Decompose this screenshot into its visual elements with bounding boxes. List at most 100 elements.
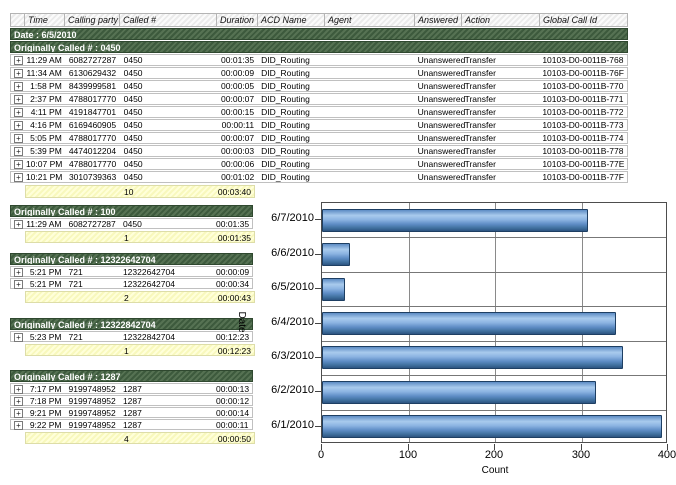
expand-icon[interactable]: + [13,219,23,229]
expand-icon[interactable]: + [13,107,23,117]
table-cell: Unanswered [417,146,466,156]
bar [322,243,350,266]
table-cell: DID_Routing [261,120,310,130]
expand-cell: + [11,408,26,418]
table-cell: Unanswered [417,94,466,104]
table-cell: DID_Routing [261,146,310,156]
expand-icon[interactable]: + [13,120,23,130]
header-expand-spacer [10,13,25,27]
expand-icon[interactable]: + [13,396,23,406]
table-cell: 00:01:02 [221,172,255,182]
table-cell: 9:22 PM [29,420,62,430]
expand-cell: + [11,94,26,104]
table-row: +7:17 PM 9199748952 1287 00:00:13 [10,383,253,394]
column-header-time: Time [25,13,65,27]
table-cell: Transfer [464,146,496,156]
table-cell: 10:21 PM [25,172,63,182]
table-cell [325,107,415,117]
expand-icon[interactable]: + [13,133,23,143]
column-header-acd-name: ACD Name [258,13,325,27]
table-cell: 10103-D0-0011B-77E [542,159,625,169]
table-cell: 5:21 PM [29,279,62,289]
bar [322,346,623,369]
table-cell: Transfer [464,172,496,182]
expand-icon[interactable]: + [13,172,23,182]
table-cell: 8439999581 [68,81,117,91]
vertical-gridline [409,203,410,442]
summary-duration: 00:03:40 [217,187,251,197]
table-cell: 10103-D0-0011B-768 [542,55,624,65]
expand-cell: + [11,384,26,394]
vertical-gridline [495,203,496,442]
table-cell: DID_Routing [261,159,310,169]
table-cell: 1:58 PM [30,81,62,91]
expand-icon[interactable]: + [13,384,23,394]
category-label: 6/4/2010 [271,316,314,328]
horizontal-gridline [322,237,666,238]
expand-icon[interactable]: + [13,332,23,342]
table-cell: Unanswered [417,172,466,182]
expand-icon[interactable]: + [13,94,23,104]
expand-icon[interactable]: + [13,55,23,65]
table-cell: 9199748952 [68,384,116,394]
y-tick-mark [315,391,321,392]
expand-cell: + [11,332,26,342]
table-cell: 9199748952 [68,396,116,406]
table-cell: 00:00:07 [221,94,255,104]
table-cell [325,172,415,182]
column-header-answered: Answered [415,13,462,27]
table-cell: Unanswered [417,68,466,78]
table-cell: DID_Routing [261,172,310,182]
expand-icon[interactable]: + [13,81,23,91]
table-row: +7:18 PM 9199748952 1287 00:00:12 [10,395,253,406]
call-table-group: Originally Called # : 1287 +7:17 PM 919974… [10,370,255,444]
expand-icon[interactable]: + [13,267,23,277]
table-cell: 00:00:09 [221,68,255,78]
table-cell: 3010739363 [68,172,117,182]
group-header: Originally Called # : 0450 [10,41,628,53]
bar [322,312,616,335]
expand-cell: + [11,420,26,430]
table-cell: 9199748952 [68,408,116,418]
table-cell: Transfer [464,107,496,117]
expand-icon[interactable]: + [13,159,23,169]
x-tick-mark [667,444,668,450]
horizontal-gridline [322,306,666,307]
table-cell: DID_Routing [261,133,310,143]
horizontal-gridline [322,272,666,273]
table-row: +5:23 PM 721 12322842704 00:12:23 [10,331,253,342]
table-cell: 00:00:14 [216,408,250,418]
horizontal-gridline [322,375,666,376]
expand-icon[interactable]: + [13,279,23,289]
x-tick-label: 200 [484,449,504,461]
table-cell: 5:39 PM [30,146,62,156]
expand-cell: + [11,55,26,65]
expand-icon[interactable]: + [13,68,23,78]
group-summary-row: 1 00:01:35 [25,231,255,243]
category-label: 6/1/2010 [271,419,314,431]
table-cell: Transfer [464,159,496,169]
chart-plot-area [321,202,667,443]
expand-icon[interactable]: + [13,146,23,156]
group-0450: Originally Called # : 0450 +11:29 AM 60827… [10,41,628,198]
expand-icon[interactable]: + [13,420,23,430]
table-cell: 0450 [123,172,143,182]
table-cell: 2:37 PM [30,94,62,104]
column-header-global-call-id: Global Call Id [540,13,628,27]
table-cell: 00:00:12 [216,396,250,406]
horizontal-gridline [322,341,666,342]
table-cell: 4:11 PM [30,107,62,117]
table-cell: 4788017770 [68,159,117,169]
table-row: +4:16 PM 6169460905 0450 00:00:11 DID_Routin… [10,119,628,131]
table-cell: 0450 [123,159,143,169]
x-tick-mark [494,444,495,450]
expand-cell: + [11,159,26,169]
table-cell: 10103-D0-0011B-772 [542,107,624,117]
expand-cell: + [11,172,26,182]
table-row: +5:21 PM 721 12322642704 00:00:34 [10,278,253,289]
expand-icon[interactable]: + [13,408,23,418]
table-cell: Transfer [464,133,496,143]
bar [322,381,596,404]
table-cell: 4474012204 [68,146,117,156]
bar [322,209,588,232]
